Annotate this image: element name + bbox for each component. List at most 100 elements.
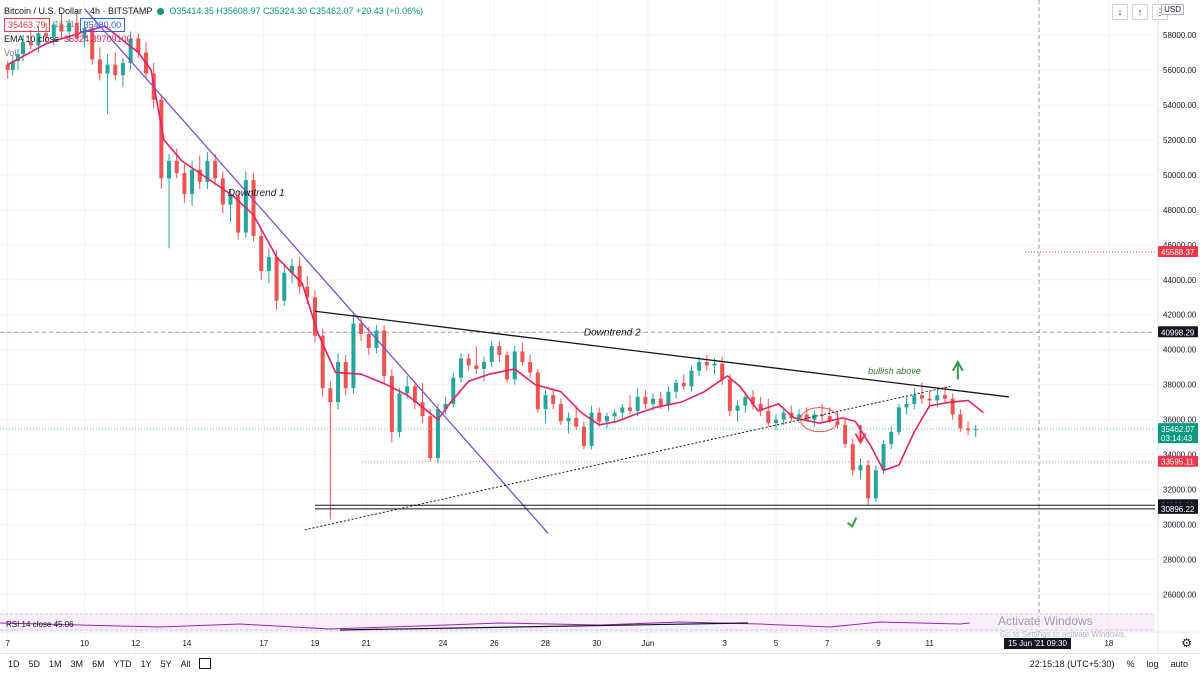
candle (113, 52, 118, 81)
candle-body (566, 417, 571, 422)
candle (674, 379, 679, 399)
x-tick-label: 24 (439, 639, 448, 648)
candle-body (766, 410, 771, 424)
candle-body (28, 41, 33, 46)
candle (966, 421, 971, 436)
candle-body (827, 416, 832, 422)
candle (804, 407, 809, 422)
candle-body (674, 382, 679, 392)
candle-body (873, 470, 878, 499)
percent-toggle[interactable]: % (1126, 659, 1135, 669)
candle (666, 386, 671, 411)
symbol-title[interactable]: Bitcoin / U.S. Dollar · 4h · BITSTAMP (4, 6, 153, 16)
range-6m[interactable]: 6M (92, 659, 105, 669)
candle (512, 346, 517, 385)
consolidation-ellipse (800, 407, 840, 433)
range-5y[interactable]: 5Y (160, 659, 172, 669)
candle-body (651, 398, 656, 404)
candle-body (397, 393, 402, 432)
range-5d[interactable]: 5D (28, 659, 41, 669)
candle-body (482, 361, 487, 369)
range-ytd[interactable]: YTD (113, 659, 132, 669)
rsi-pane: RSI 14 close 45.06 (0, 613, 1155, 631)
scroll-down-button[interactable]: ↓ (1112, 4, 1128, 20)
candle (758, 396, 763, 417)
grid (0, 0, 1155, 653)
y-tick-label: 56000.00 (1163, 66, 1197, 75)
candle (466, 353, 471, 371)
ema-label[interactable]: EMA 10 close (4, 34, 60, 44)
activation-watermark: Activate Windows (998, 614, 1093, 628)
volume-label[interactable]: Vol (4, 48, 17, 58)
candle-body (289, 265, 294, 273)
y-tick-label: 58000.00 (1163, 31, 1197, 40)
auto-toggle[interactable]: auto (1170, 659, 1188, 669)
candle (74, 12, 79, 39)
candle-body (120, 62, 125, 76)
candle (120, 57, 125, 88)
candle-body (366, 333, 371, 348)
candle (420, 382, 425, 424)
candle-body (558, 403, 563, 422)
candle-body (489, 346, 494, 362)
candle-body (451, 377, 456, 404)
candle (689, 365, 694, 392)
y-tick-label: 38000.00 (1163, 381, 1197, 390)
arrow-down-icon (854, 424, 867, 445)
x-tick-label: 17 (259, 639, 268, 648)
candle (681, 374, 686, 390)
candle-body (589, 412, 594, 446)
candle-body (943, 395, 947, 399)
candle (351, 314, 356, 394)
candle-body (973, 429, 978, 431)
candle (643, 389, 648, 410)
candle-body (458, 358, 463, 378)
candle-body (21, 41, 26, 55)
candle-body (266, 257, 271, 272)
candle-body (497, 346, 502, 355)
candle (896, 403, 901, 436)
clock-readout[interactable]: 22:15:18 (UTC+5:30) (1029, 659, 1115, 669)
candle-body (282, 272, 287, 301)
gear-icon[interactable]: ⚙ (1181, 636, 1192, 650)
range-1m[interactable]: 1M (49, 659, 62, 669)
range-1d[interactable]: 1D (8, 659, 20, 669)
x-tick-label: 26 (490, 639, 499, 648)
candle-body (328, 388, 333, 403)
candle (589, 405, 594, 450)
candle-body (259, 236, 264, 272)
candle-body (505, 354, 510, 380)
candle (551, 388, 556, 410)
sell-button[interactable]: 35463.79 (4, 18, 50, 32)
scroll-up-button[interactable]: ↑ (1132, 4, 1148, 20)
downtrend-1-line (84, 8, 549, 534)
buy-button[interactable]: 35480.00 (79, 18, 126, 32)
candle (451, 372, 456, 408)
candle (528, 354, 533, 378)
price-label-box (1158, 455, 1198, 467)
candle-body (443, 403, 448, 410)
candle-body (620, 407, 625, 413)
candle (781, 407, 786, 425)
currency-selector[interactable]: USD (1161, 4, 1184, 15)
log-toggle[interactable]: log (1146, 659, 1159, 669)
y-tick-label: 40000.00 (1163, 346, 1197, 355)
calendar-icon[interactable] (199, 658, 211, 669)
market-status-icon (157, 7, 165, 15)
y-tick-label: 44000.00 (1163, 276, 1197, 285)
candle-body (213, 160, 218, 179)
range-1y[interactable]: 1Y (140, 659, 152, 669)
candle-body (966, 428, 971, 431)
bottom-toolbar: 1D 5D 1M 3M 6M YTD 1Y 5Y All 22:15:18 (U… (0, 653, 1200, 676)
candle-body (313, 297, 317, 336)
range-3m[interactable]: 3M (70, 659, 84, 669)
candle (820, 403, 825, 422)
y-tick-label: 42000.00 (1163, 311, 1197, 320)
range-all[interactable]: All (180, 659, 191, 669)
candle (266, 248, 271, 284)
y-tick-label: 32000.00 (1163, 486, 1197, 495)
candle (773, 414, 778, 431)
y-tick-label: 50000.00 (1163, 171, 1197, 180)
